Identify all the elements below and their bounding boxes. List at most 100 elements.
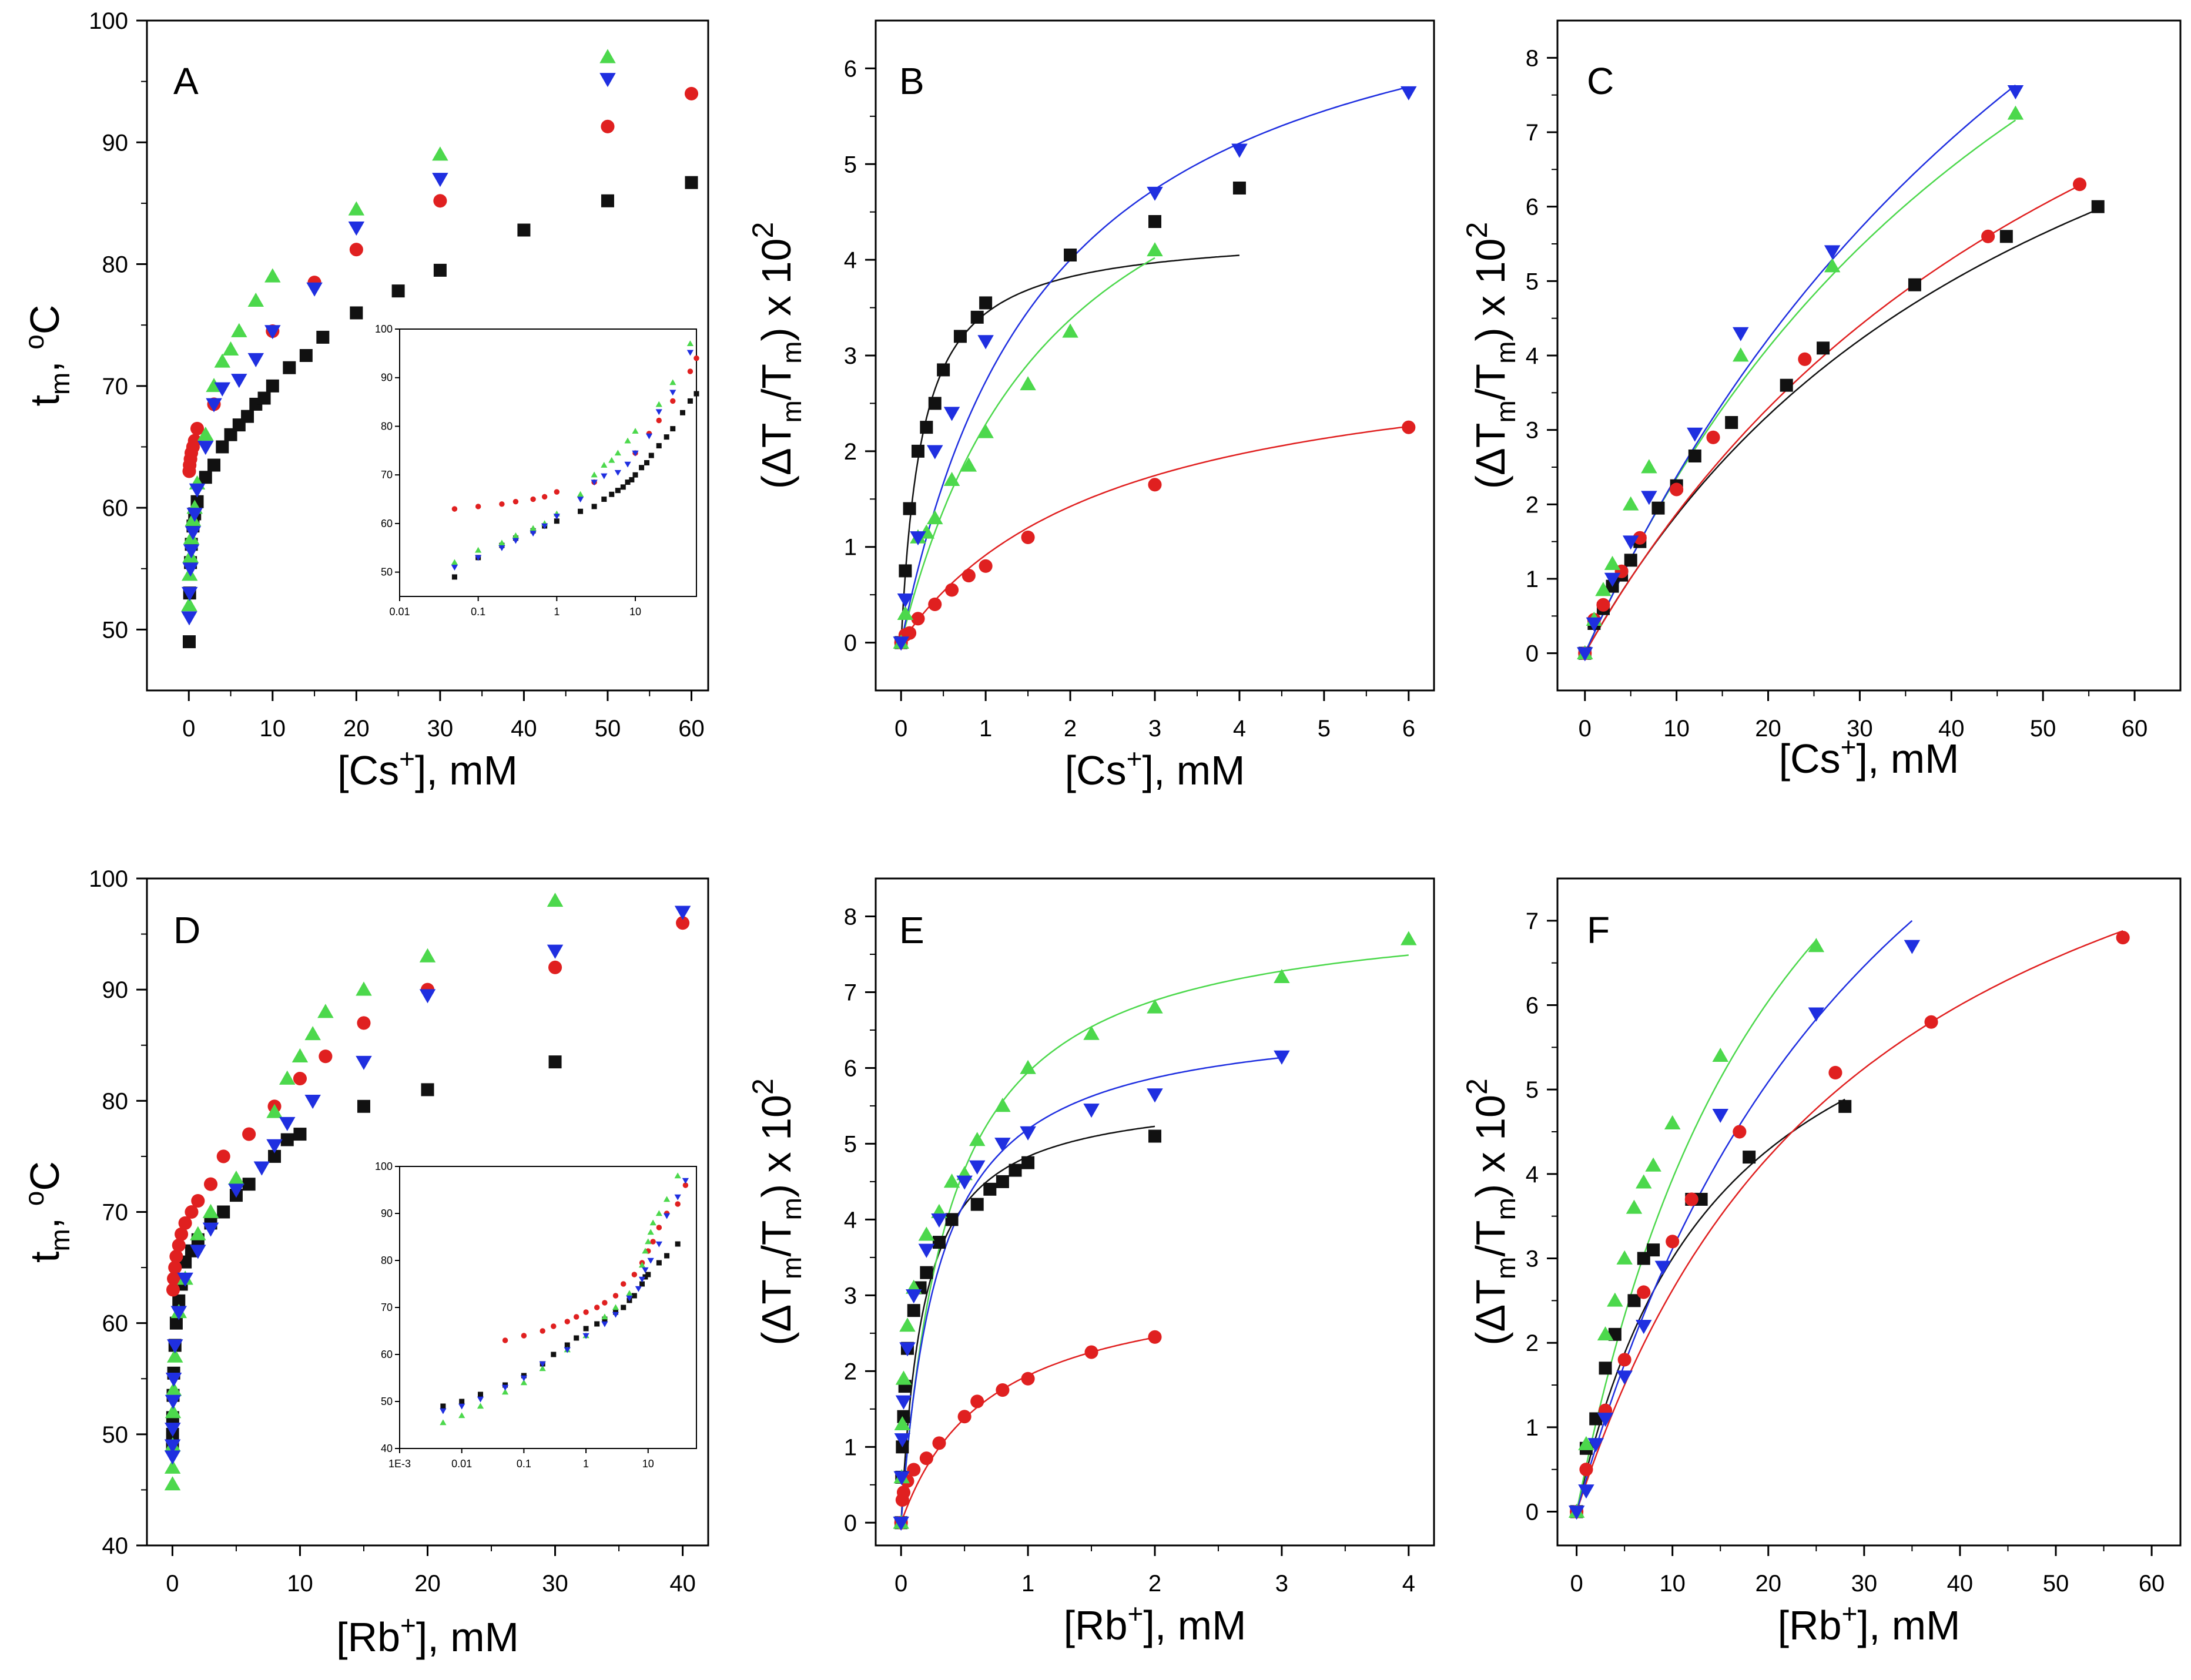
point-green (1733, 347, 1749, 362)
point-blue (899, 1342, 916, 1357)
point-green (304, 1026, 321, 1041)
point-black (1232, 182, 1246, 195)
point-blue (182, 562, 199, 577)
inset-point-red (682, 1182, 689, 1188)
point-red (1798, 352, 1812, 366)
point-blue (910, 531, 926, 546)
y-tick-label: 60 (102, 495, 129, 521)
inset-point-black (648, 452, 654, 458)
point-black (920, 1266, 933, 1279)
point-red (944, 583, 959, 597)
inset-point-red (670, 398, 676, 404)
inset-point-black (639, 465, 645, 471)
point-red (1084, 1345, 1098, 1359)
inset-point-blue (674, 1194, 681, 1201)
point-red (996, 1383, 1010, 1397)
point-blue (1636, 1320, 1652, 1334)
point-black (601, 194, 614, 207)
point-green (228, 1171, 244, 1185)
inset-y-tick-label: 80 (381, 420, 393, 432)
point-black (685, 176, 698, 189)
point-blue (1231, 143, 1248, 158)
point-green (994, 1098, 1011, 1112)
inset-point-green (655, 401, 662, 407)
point-blue (1597, 1413, 1614, 1427)
point-black (1651, 501, 1665, 515)
inset-point-blue (501, 1384, 509, 1391)
point-blue (1604, 572, 1621, 587)
inset-point-blue (451, 565, 458, 571)
fit-curve-blue (900, 86, 1409, 643)
x-tick-label: 60 (678, 716, 705, 742)
point-green (918, 1226, 935, 1241)
y-tick-label: 40 (102, 1533, 129, 1559)
point-green (897, 605, 914, 621)
point-black (293, 1128, 307, 1141)
point-red (932, 1436, 946, 1450)
point-blue (432, 173, 448, 187)
inset-point-blue (541, 523, 548, 529)
point-green (969, 1132, 986, 1146)
y-tick-label: 90 (102, 977, 129, 1003)
point-green (1664, 1115, 1681, 1129)
inset-y-tick-label: 50 (381, 1396, 393, 1407)
inset-point-black (664, 1253, 670, 1259)
inset-point-green (477, 1403, 484, 1409)
inset-point-blue (477, 1396, 484, 1403)
x-tick-label: 4 (1233, 716, 1246, 742)
point-red (167, 1272, 181, 1286)
point-red (979, 559, 993, 573)
point-black (1148, 215, 1161, 228)
y-tick-label: 2 (1526, 492, 1539, 518)
point-green (2007, 105, 2024, 120)
point-black (257, 391, 271, 405)
inset-point-black (478, 1391, 484, 1397)
inset-point-black (656, 1260, 662, 1266)
point-green (165, 1381, 182, 1396)
point-red (957, 1410, 971, 1424)
inset-point-red (554, 489, 560, 495)
inset-point-green (601, 462, 608, 468)
point-black (283, 361, 296, 374)
inset-point-red (540, 1328, 545, 1334)
point-black (216, 440, 229, 454)
inset-point-blue (614, 470, 621, 476)
fit-curve-black (1584, 209, 2099, 654)
inset-point-black (670, 426, 676, 432)
point-blue (927, 445, 943, 460)
fit-curve-red (1576, 930, 2123, 1512)
point-green (895, 1370, 912, 1385)
x-tick-label: 4 (1402, 1571, 1415, 1597)
y-tick-label: 50 (102, 617, 129, 643)
inset-point-black (440, 1403, 446, 1409)
point-green (1824, 258, 1841, 273)
inset-point-red (675, 1201, 681, 1207)
point-red (601, 119, 615, 133)
point-red (242, 1127, 256, 1141)
point-blue (1147, 1088, 1163, 1103)
x-tick-label: 10 (260, 716, 286, 742)
point-green (1274, 968, 1290, 983)
x-tick-label: 60 (2122, 716, 2148, 742)
y-tick-label: 2 (844, 439, 857, 465)
inset-x-tick-label: 1E-3 (388, 1458, 411, 1470)
y-tick-label: 6 (844, 1055, 857, 1081)
inset-point-black (621, 1305, 627, 1310)
inset-point-blue (612, 1312, 619, 1318)
point-black (517, 223, 531, 237)
point-blue (1274, 1050, 1290, 1065)
point-blue (264, 325, 281, 340)
point-green (547, 893, 564, 907)
point-black (242, 1178, 256, 1191)
y-tick-label: 0 (1526, 1500, 1539, 1525)
point-green (894, 1416, 911, 1430)
y-tick-label: 5 (1526, 269, 1539, 294)
point-green (1020, 1059, 1036, 1074)
x-tick-label: 0 (895, 1571, 907, 1597)
inset-point-blue (638, 1276, 646, 1283)
point-blue (165, 1423, 181, 1437)
point-black (903, 502, 916, 515)
point-blue (1401, 86, 1417, 100)
point-blue (1578, 1484, 1594, 1499)
point-red (190, 421, 205, 435)
